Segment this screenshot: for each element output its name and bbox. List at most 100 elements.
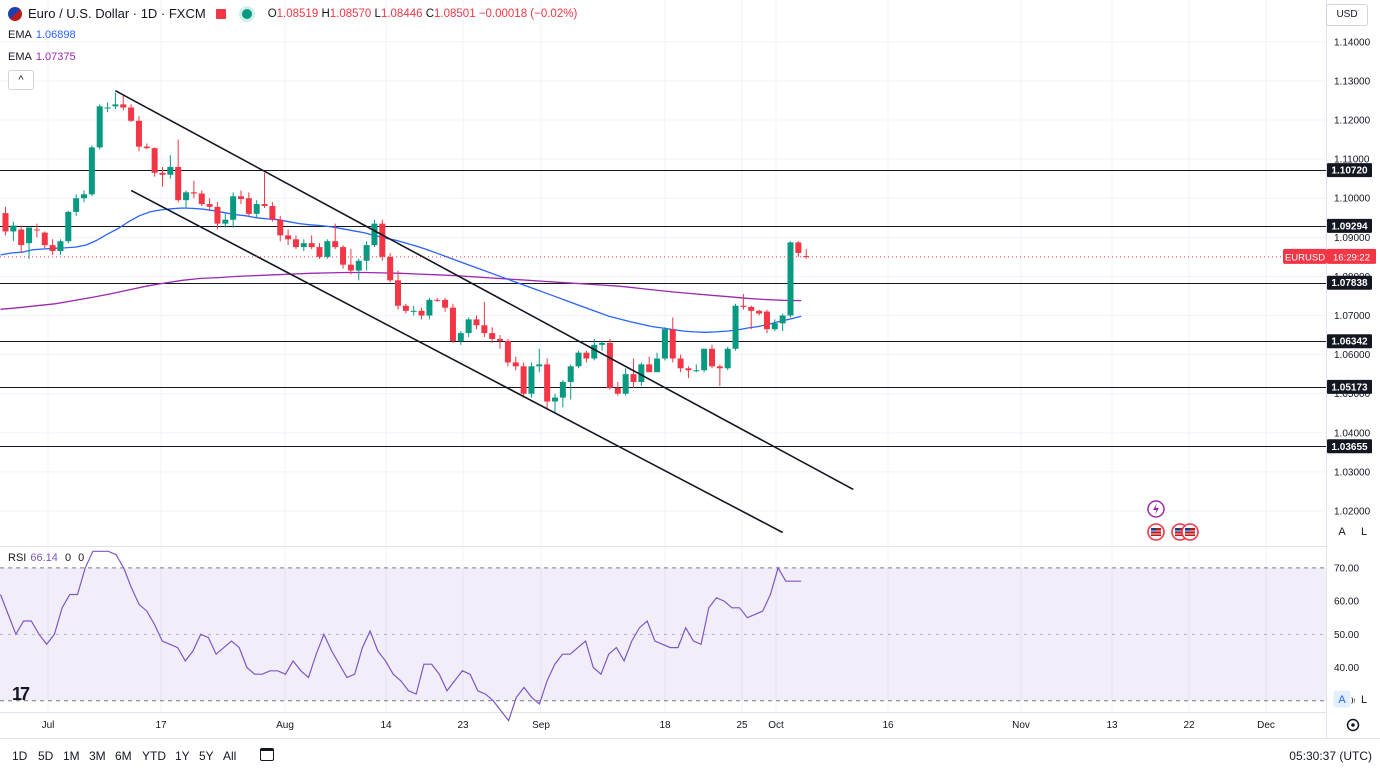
candle [520, 362, 527, 398]
symbol-title[interactable]: Euro / U.S. Dollar · 1D · FXCM [28, 6, 206, 21]
auto-scale-button-bg[interactable] [1332, 521, 1352, 541]
candle-body [261, 204, 268, 207]
price-tick-label: 1.06000 [1334, 350, 1371, 361]
candle-body [120, 104, 127, 108]
ema-legend-fast[interactable]: EMA 1.06898 [8, 29, 76, 41]
candle [465, 317, 472, 338]
calendar-icon[interactable] [260, 748, 274, 761]
rsi-log-scale-button-label[interactable]: L [1361, 694, 1367, 706]
auto-scale-button[interactable]: A [1332, 521, 1352, 541]
candle-body [732, 305, 739, 349]
time-tick-label: 13 [1106, 720, 1118, 731]
candle-body [481, 325, 488, 334]
candle [33, 223, 40, 238]
candle [2, 206, 9, 236]
candle-body [128, 107, 135, 121]
rsi-legend[interactable]: RSI 66.14 0 0 [8, 552, 85, 564]
timeframe-1d[interactable]: 1D [12, 749, 28, 763]
timeframe-1m[interactable]: 1M [63, 749, 80, 763]
candle-body [559, 381, 566, 398]
candle-body [434, 299, 441, 301]
rsi-auto-scale-button-label[interactable]: A [1338, 694, 1346, 706]
axes: 1.14000 1.13000 1.12000 1.11000 1.10000 1.090… [0, 0, 1380, 738]
candle [740, 294, 747, 310]
timeframe-5d[interactable]: 5D [38, 749, 54, 763]
candle [269, 202, 276, 222]
log-scale-button[interactable]: L [1354, 521, 1374, 541]
time-tick-label: 14 [380, 720, 392, 731]
candle [528, 362, 535, 398]
candle-body [473, 319, 480, 326]
candle-body [112, 104, 119, 107]
clock[interactable]: 05:30:37 (UTC) [1289, 749, 1372, 763]
auto-scale-button-label[interactable]: A [1338, 526, 1346, 538]
rsi-auto-scale-button-bg[interactable] [1332, 689, 1352, 709]
candle-body [756, 310, 763, 314]
us-flag-event-icon[interactable] [1181, 523, 1199, 541]
candle-body [269, 206, 276, 220]
candle-body [300, 243, 307, 248]
timeframe-1y[interactable]: 1Y [175, 749, 190, 763]
event-markers[interactable] [1147, 500, 1199, 541]
rsi-log-scale-button[interactable]: L [1354, 689, 1374, 709]
rsi-band [0, 567, 1326, 701]
trendline-channel-upper[interactable] [115, 89, 854, 491]
timeframe-ytd[interactable]: YTD [142, 749, 166, 763]
candle-body [10, 225, 17, 232]
timeframe-3m[interactable]: 3M [89, 749, 106, 763]
rsi-log-scale-button-bg[interactable] [1354, 689, 1374, 709]
candle-body [465, 319, 472, 334]
settings-gear-icon[interactable] [1346, 718, 1360, 732]
candle-body [552, 397, 558, 402]
candle [371, 219, 378, 248]
log-scale-button-label[interactable]: L [1361, 526, 1367, 538]
level-badge: 1.05173 [1327, 379, 1372, 394]
ohlc-values: O1.08519 H1.08570 L1.08446 C1.08501 −0.0… [267, 7, 578, 20]
rsi-auto-scale-button[interactable]: A [1332, 689, 1352, 709]
candle [669, 317, 676, 363]
timeframe-5y[interactable]: 5Y [199, 749, 214, 763]
candle-body [81, 194, 87, 199]
lightning-event-icon[interactable] [1147, 500, 1165, 518]
candle-body [442, 299, 449, 308]
candle-body [489, 333, 496, 339]
candle [316, 243, 323, 259]
timeframe-6m[interactable]: 6M [115, 749, 132, 763]
collapse-legend-button[interactable]: ^ [8, 70, 34, 90]
level-badge-text: 1.05173 [1331, 382, 1368, 393]
level-badge-bg [1327, 275, 1372, 290]
candle [10, 221, 17, 242]
timeframe-all[interactable]: All [223, 749, 237, 763]
candle-body [622, 374, 629, 394]
us-flag-event-icon[interactable] [1147, 523, 1165, 541]
candle [567, 364, 574, 400]
currency-selector[interactable]: USD [1326, 4, 1368, 26]
candle-body [661, 329, 668, 359]
candle-body [285, 235, 292, 240]
candle-body [669, 329, 676, 359]
log-scale-button-bg[interactable] [1354, 521, 1374, 541]
candle-body [709, 348, 715, 367]
trendlines[interactable] [115, 89, 854, 534]
candle-body [402, 305, 409, 311]
price-axis-bg [1327, 0, 1380, 738]
candle [167, 155, 174, 179]
ema-legend-slow[interactable]: EMA 1.07375 [8, 51, 76, 63]
price-tick-label: 1.10000 [1334, 194, 1371, 205]
candle [418, 307, 425, 320]
candle-body [803, 256, 810, 258]
candle-body [795, 242, 802, 253]
level-badge-text: 1.06342 [1331, 337, 1368, 348]
candle-body [104, 107, 111, 109]
candle [536, 348, 543, 373]
candle [614, 381, 621, 396]
price-badge[interactable]: EURUSD 16:29:22 [1283, 248, 1376, 264]
candle [238, 190, 244, 205]
level-badge: 1.07838 [1327, 275, 1372, 290]
candle [379, 219, 386, 261]
price-tick-label: 1.11000 [1334, 155, 1370, 166]
candle [96, 104, 103, 150]
trendline-channel-lower[interactable] [130, 189, 784, 534]
candle-body [371, 223, 378, 246]
